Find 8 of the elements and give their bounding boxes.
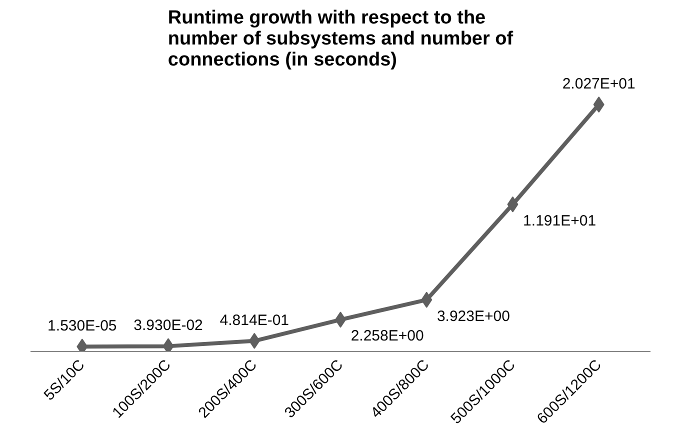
- data-label: 1.191E+01: [523, 212, 596, 230]
- data-label: 2.258E+00: [350, 328, 424, 345]
- data-label: 4.814E-01: [220, 312, 290, 329]
- data-label: 1.530E-05: [48, 318, 117, 335]
- data-label: 3.930E-02: [134, 317, 203, 334]
- data-label: 3.923E+00: [436, 308, 510, 325]
- chart-title: Runtime growth with respect to the number of subsystems and number of connections (in seconds): [168, 8, 514, 70]
- data-label: 2.027E+01: [562, 76, 636, 93]
